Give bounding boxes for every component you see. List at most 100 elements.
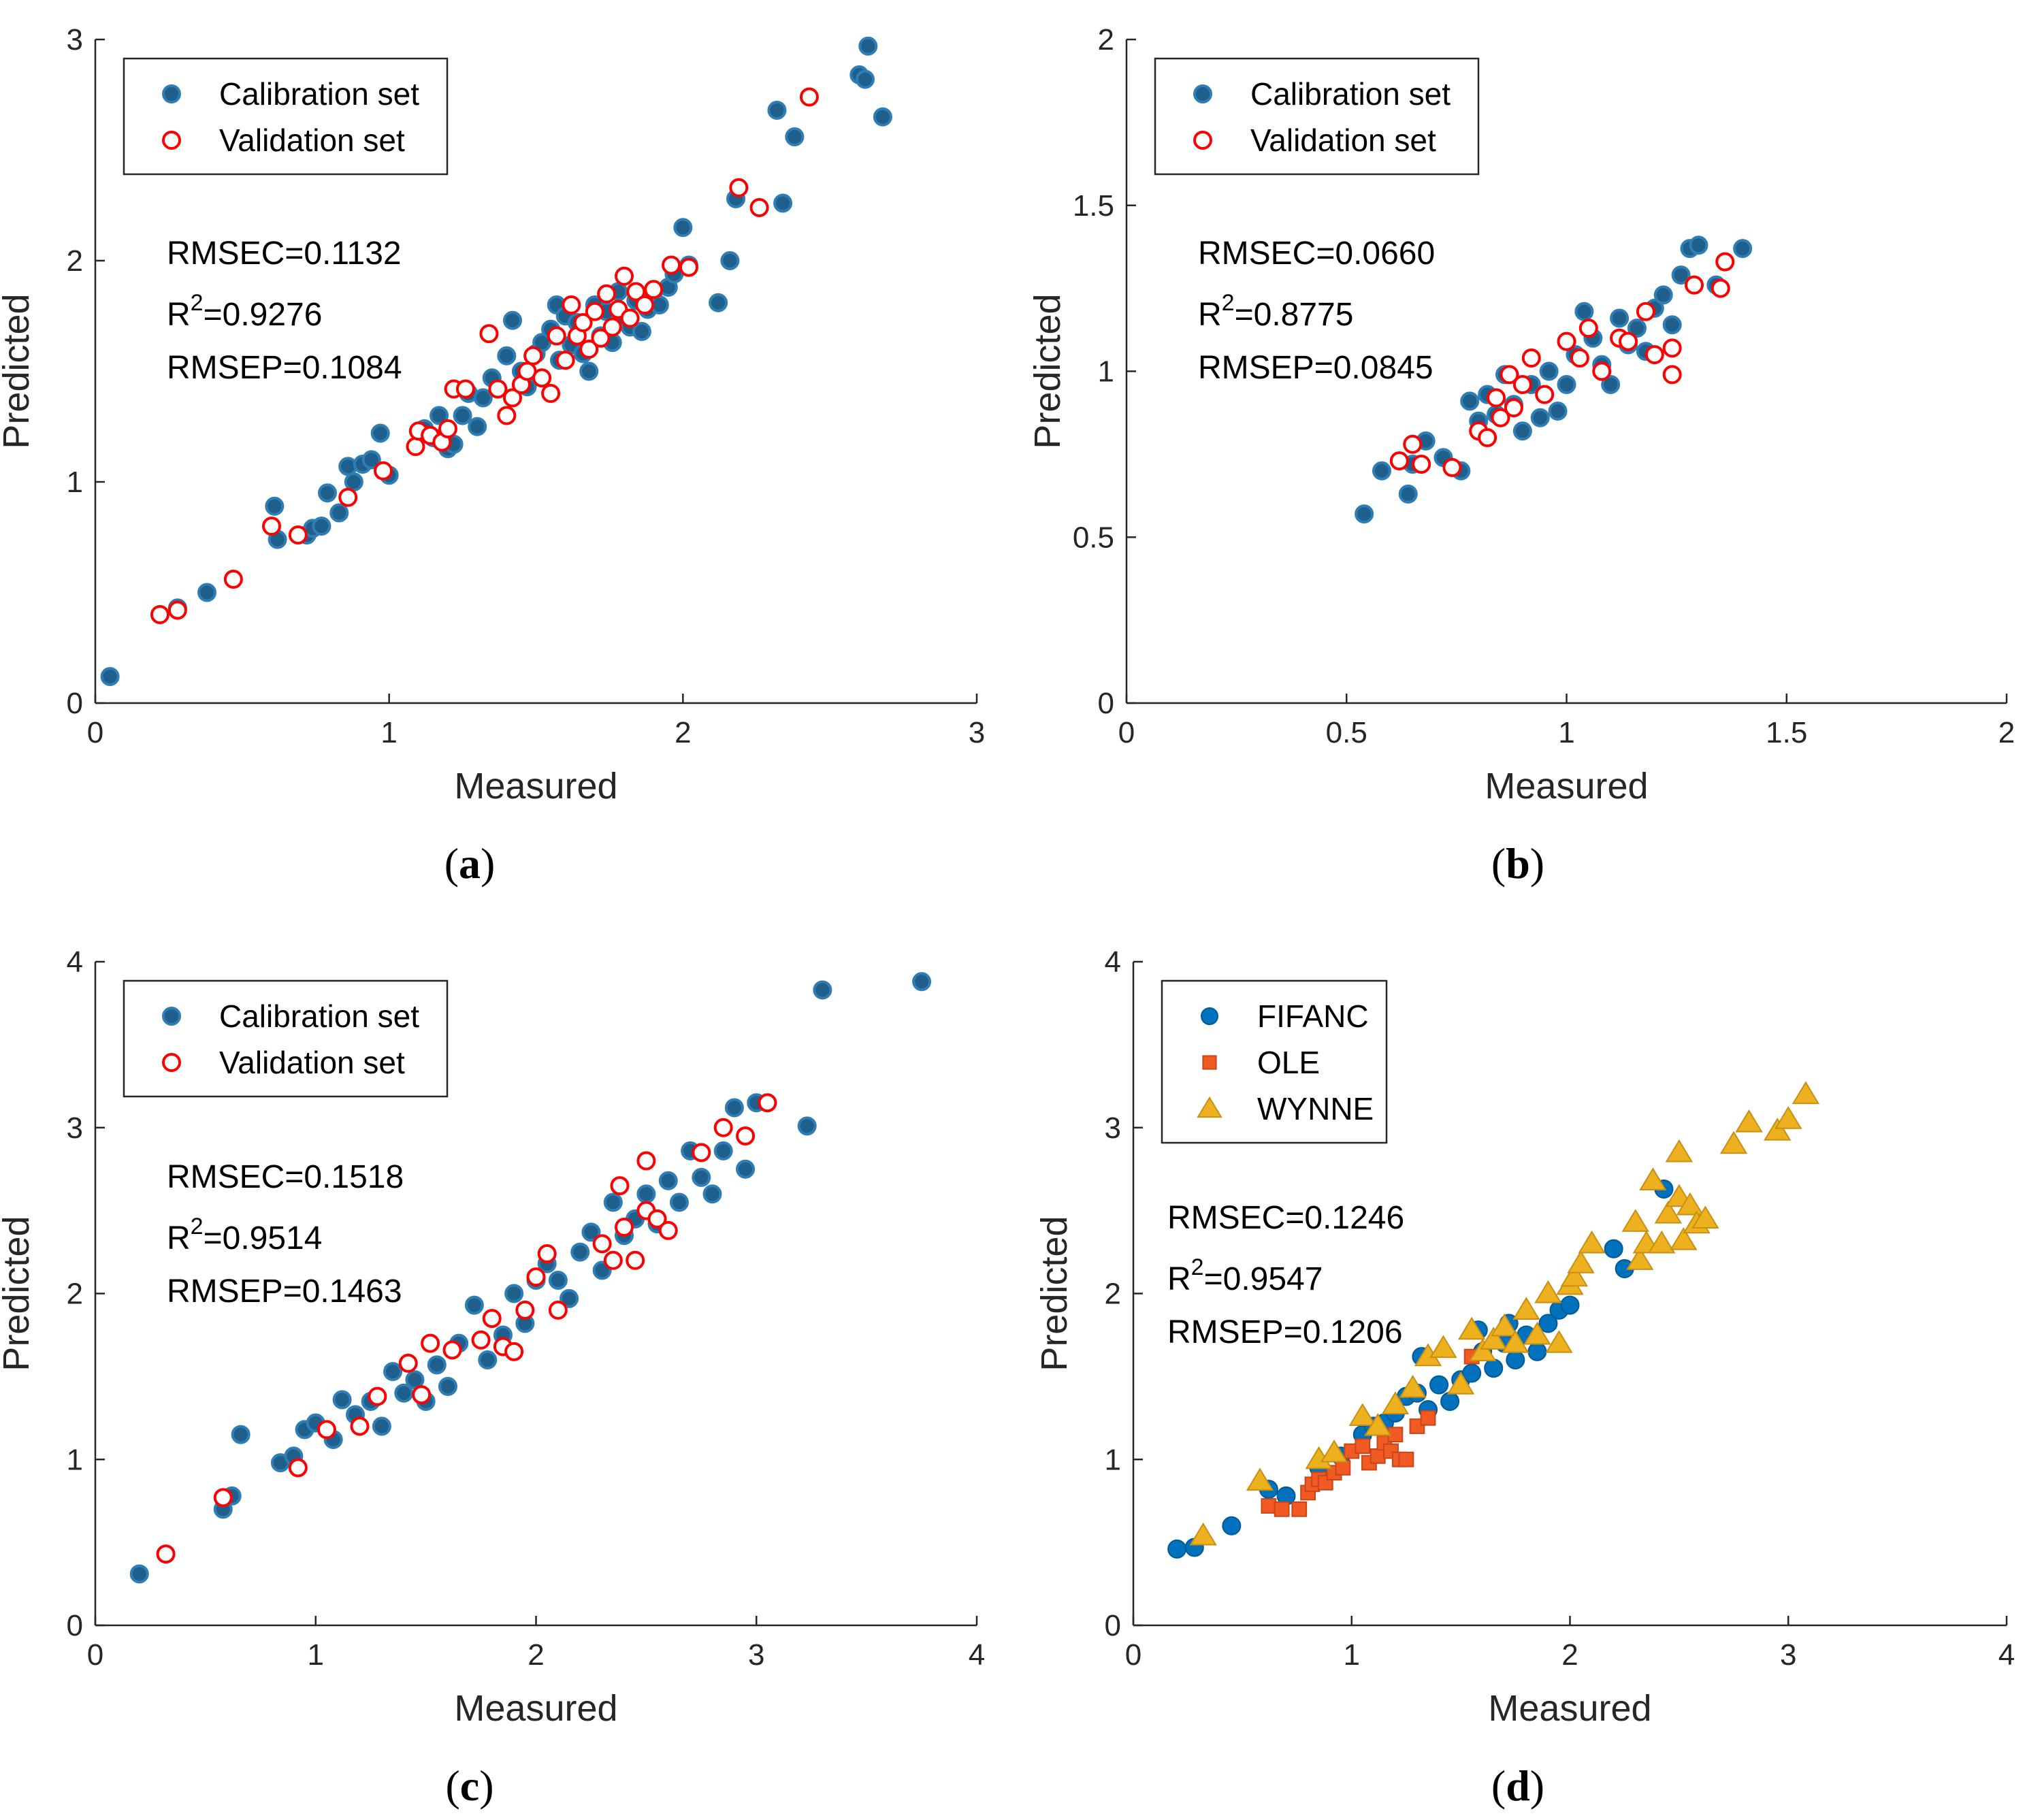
data-point <box>361 450 381 470</box>
data-point <box>515 1300 535 1320</box>
data-point <box>626 282 646 302</box>
legend-label: Validation set <box>219 123 405 158</box>
data-point <box>1538 1314 1558 1333</box>
data-point <box>442 1340 462 1360</box>
data-point <box>1460 391 1480 411</box>
data-point <box>1557 331 1576 351</box>
legend-label: OLE <box>1257 1045 1320 1080</box>
data-point <box>632 322 651 341</box>
data-point <box>1548 402 1568 421</box>
data-point <box>1335 1460 1351 1476</box>
legend-label: Validation set <box>219 1045 405 1080</box>
x-tick-label: 1.5 <box>1766 716 1807 749</box>
data-point <box>720 251 740 270</box>
data-point <box>1636 302 1655 321</box>
data-point <box>504 1284 524 1303</box>
data-point <box>873 107 892 127</box>
data-point <box>585 302 604 321</box>
data-point <box>597 284 617 304</box>
data-point <box>1355 504 1374 524</box>
x-tick-label: 4 <box>969 1638 985 1672</box>
data-point <box>1500 365 1519 385</box>
data-point <box>1222 1516 1242 1535</box>
x-tick-label: 0 <box>1118 716 1135 749</box>
x-tick-label: 2 <box>675 716 691 749</box>
data-point <box>1484 1359 1504 1378</box>
legend-label: Validation set <box>1250 123 1436 158</box>
data-point <box>1381 1391 1410 1414</box>
panel-a: 0 1 2 30123MeasuredPredictedRMSEC=0.1132R2=… <box>0 23 985 888</box>
legend-marker <box>1193 84 1212 103</box>
data-point <box>1645 345 1664 365</box>
y-tick-label: 1 <box>1105 1443 1121 1476</box>
x-axis-label: Measured <box>454 1688 617 1729</box>
x-tick-label: 1 <box>1344 1638 1360 1672</box>
x-tick-label: 1 <box>1558 716 1574 749</box>
y-tick-label: 0.5 <box>1073 521 1114 554</box>
data-point <box>1619 331 1638 351</box>
data-point <box>1670 1227 1698 1250</box>
x-tick-label: 0 <box>1125 1638 1141 1672</box>
data-point <box>724 1098 744 1118</box>
r2-prefix: R <box>167 1220 191 1256</box>
panel-label: (a) <box>444 839 496 888</box>
r2-text: R2=0.9514 <box>167 1214 322 1256</box>
legend-marker <box>1202 1055 1217 1070</box>
data-point <box>406 437 425 456</box>
data-point <box>636 1151 656 1171</box>
data-point <box>338 487 358 507</box>
data-point <box>591 328 611 348</box>
data-point <box>1478 428 1497 447</box>
data-point <box>1792 1081 1820 1105</box>
data-point <box>1348 1403 1376 1427</box>
data-point <box>537 1244 557 1263</box>
data-point <box>1625 1247 1654 1270</box>
data-point <box>1189 1522 1217 1546</box>
panel-label-close: ) <box>481 839 495 888</box>
data-point <box>1502 1330 1529 1353</box>
data-point <box>1274 1501 1290 1517</box>
data-point <box>562 295 581 314</box>
data-point <box>713 1141 733 1160</box>
data-point <box>560 1288 579 1308</box>
data-point <box>1504 398 1523 418</box>
y-tick-label: 4 <box>1105 945 1121 979</box>
data-point <box>1530 408 1550 427</box>
panel-label-letter: a <box>459 839 481 888</box>
data-point <box>1320 1440 1348 1463</box>
r2-superscript: 2 <box>191 290 204 316</box>
data-point <box>1775 1106 1802 1129</box>
data-point <box>288 1458 308 1478</box>
data-point <box>1684 275 1704 295</box>
data-point <box>1527 1342 1547 1361</box>
data-point <box>262 517 281 536</box>
legend-box <box>123 979 449 1098</box>
data-point <box>312 517 331 536</box>
r2-value: =0.9514 <box>204 1220 323 1256</box>
x-axis-label: Measured <box>454 766 617 807</box>
data-point <box>523 346 543 365</box>
x-tick-label: 1 <box>308 1638 324 1672</box>
data-point <box>1604 1239 1623 1258</box>
data-point <box>610 1176 630 1196</box>
data-point <box>1711 278 1730 298</box>
data-point <box>603 1250 623 1270</box>
legend-marker <box>162 131 181 150</box>
data-point <box>129 1564 149 1584</box>
legend: Calibration set Validation set <box>1154 57 1480 176</box>
data-point <box>1370 1448 1386 1464</box>
data-point <box>427 1355 447 1375</box>
panel-label: (b) <box>1491 839 1544 888</box>
data-point <box>1389 451 1409 471</box>
panel-label: (c) <box>445 1761 493 1810</box>
y-axis-label: Predicted <box>1034 1216 1075 1371</box>
data-point <box>679 257 698 277</box>
panel-label-open: ( <box>444 839 459 888</box>
panel-label-open: ( <box>445 1761 459 1810</box>
legend-label: Calibration set <box>1250 76 1451 112</box>
data-point <box>548 1271 568 1290</box>
x-tick-label: 0 <box>87 716 103 749</box>
x-tick-label: 0 <box>87 1638 103 1672</box>
y-tick-label: 1 <box>1098 355 1114 389</box>
data-point <box>438 419 457 438</box>
